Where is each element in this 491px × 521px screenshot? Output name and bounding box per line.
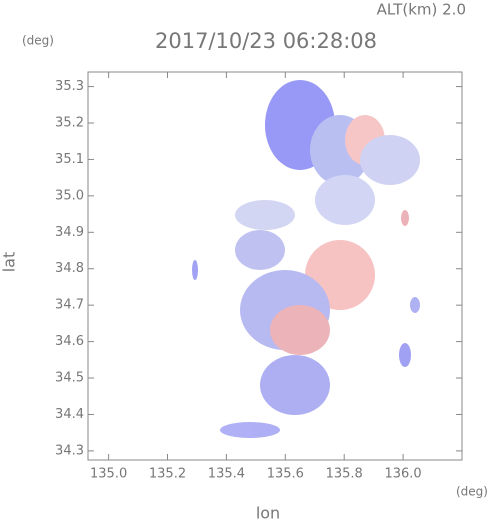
radar-echo <box>192 80 420 438</box>
y-unit: (deg) <box>22 34 54 48</box>
x-tick-label: 135.2 <box>149 467 186 482</box>
x-tick-label: 135.6 <box>267 467 304 482</box>
y-tick-label: 34.9 <box>55 225 84 240</box>
chart-title: 2017/10/23 06:28:08 <box>155 29 377 53</box>
x-tick-label: 135.0 <box>90 467 127 482</box>
y-tick-label: 34.7 <box>55 298 84 313</box>
x-tick-label: 135.8 <box>326 467 363 482</box>
y-tick-label: 35.3 <box>55 79 84 94</box>
y-tick-label: 34.5 <box>55 371 84 386</box>
y-tick-label: 34.8 <box>55 261 84 276</box>
y-tick-label: 34.4 <box>55 407 84 422</box>
y-tick-label: 34.6 <box>55 334 84 349</box>
y-tick-label: 35.1 <box>55 152 84 167</box>
y-tick-label: 35.2 <box>55 116 84 131</box>
y-tick-label: 34.3 <box>55 443 84 458</box>
altitude-label: ALT(km) 2.0 <box>377 1 466 19</box>
x-axis-label: lon <box>256 504 280 521</box>
y-axis-label: lat <box>0 252 19 273</box>
x-unit: (deg) <box>456 485 488 499</box>
x-tick-label: 136.0 <box>384 467 421 482</box>
y-tick-label: 35.0 <box>55 188 84 203</box>
plot-frame <box>87 71 463 461</box>
x-tick-label: 135.4 <box>208 467 245 482</box>
